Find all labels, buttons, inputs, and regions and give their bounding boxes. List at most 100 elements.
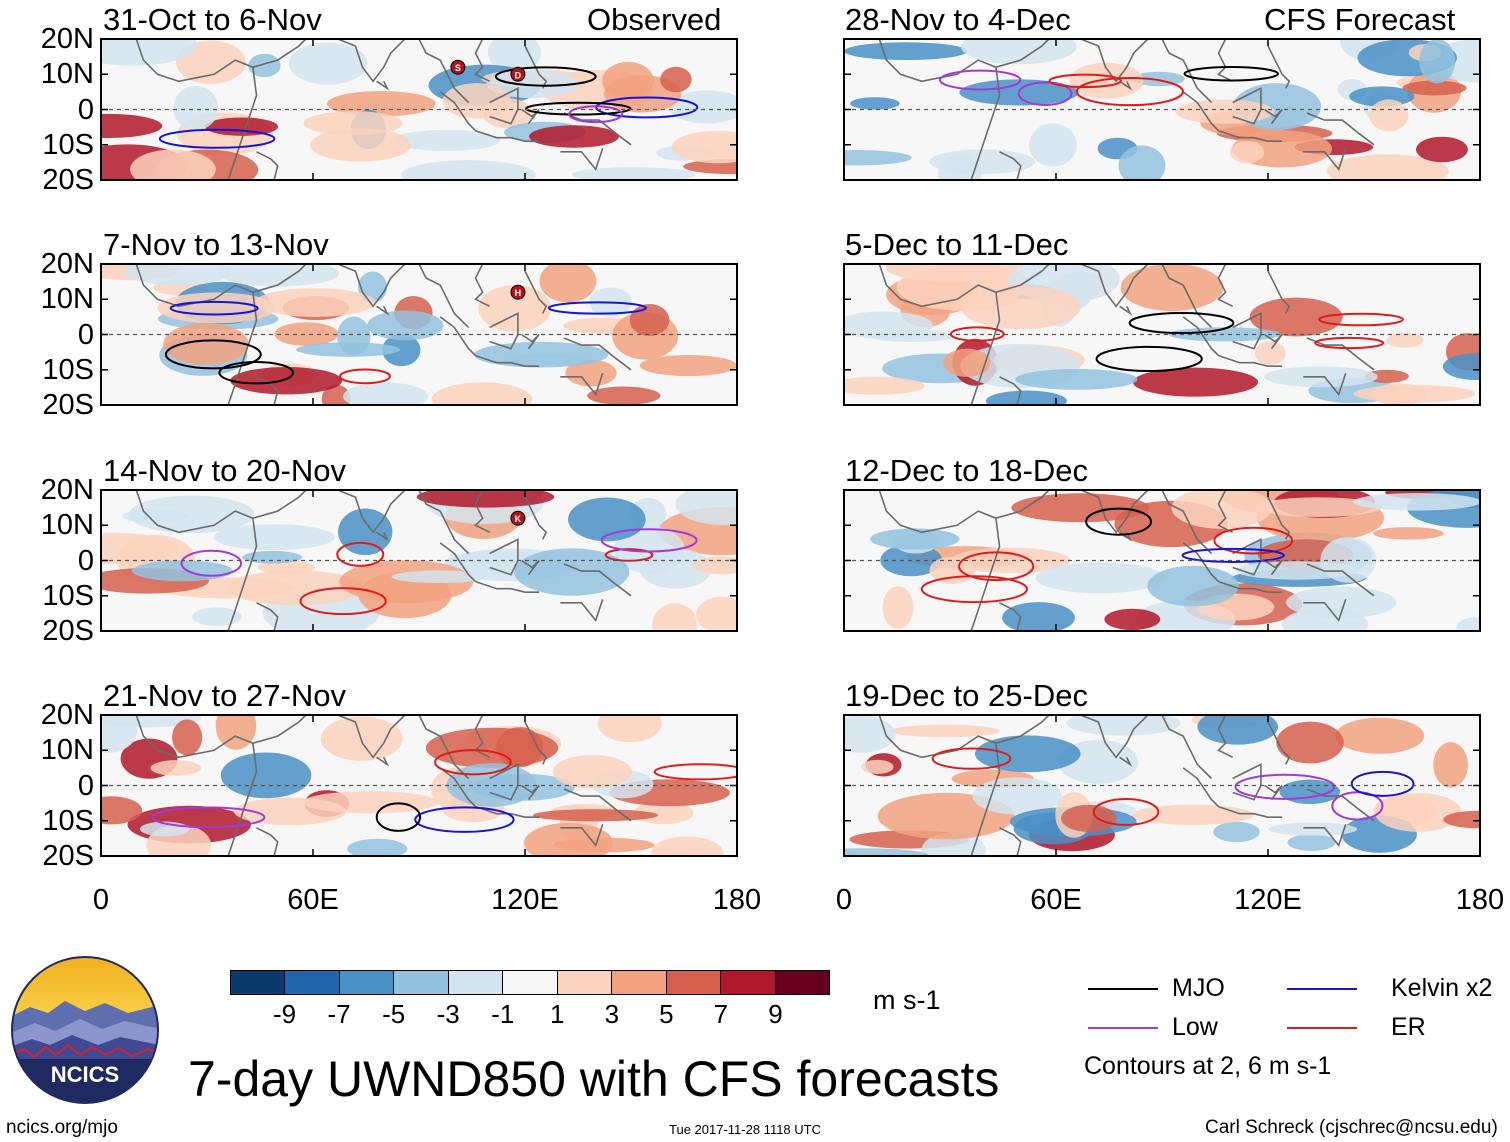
coastline: [560, 148, 604, 172]
coastline: [489, 87, 519, 125]
wave-contour: [169, 300, 259, 316]
coastline: [439, 316, 477, 357]
colorbar-label: 3: [604, 999, 620, 1029]
wind-anomaly-blob: [1372, 527, 1444, 540]
coastline: [563, 563, 632, 597]
wave-contour: [1350, 770, 1415, 797]
wind-anomaly-blob: [1442, 353, 1480, 381]
wave-contour: [1314, 336, 1385, 350]
wind-anomaly-blob: [1326, 154, 1449, 180]
wind-anomaly-blob: [1147, 565, 1239, 607]
legend-label-low: Low: [1172, 1013, 1218, 1041]
colorbar-cell: [448, 971, 504, 994]
wind-anomaly-blob: [844, 848, 929, 856]
map-panel: [843, 714, 1481, 857]
wind-anomaly-blob: [254, 288, 376, 317]
wind-anomaly-blob: [565, 359, 617, 387]
colorbar-label: 9: [768, 999, 783, 1029]
coastline: [1119, 80, 1133, 91]
coastline: [1306, 337, 1375, 371]
wave-contour: [336, 541, 385, 567]
y-tick-label: 20N: [40, 23, 94, 55]
y-tick-label: 10S: [42, 579, 94, 612]
tropical-cyclone-label: D: [515, 70, 522, 80]
y-tick-label: 10S: [42, 804, 94, 837]
wind-anomaly-blob: [587, 386, 661, 405]
map-panel: [100, 714, 738, 857]
coastline: [1267, 45, 1291, 89]
coastline: [1306, 788, 1375, 822]
wind-anomaly-blob: [401, 160, 536, 180]
colorbar-cell: [339, 971, 395, 994]
coastline: [1161, 490, 1213, 555]
tropical-cyclone-label: S: [455, 63, 461, 73]
map-panel: [843, 263, 1481, 406]
colorbar-label: -9: [272, 999, 297, 1029]
wind-anomaly-blob: [1374, 792, 1462, 832]
coastline: [135, 39, 258, 180]
coastline: [489, 763, 519, 801]
panel-title: 21-Nov to 27-Nov: [103, 678, 346, 713]
wind-anomaly-blob: [382, 333, 421, 367]
coastline: [1119, 756, 1133, 767]
wind-anomaly-blob: [296, 342, 401, 357]
wind-anomaly-blob: [1281, 608, 1369, 631]
wave-contour: [547, 301, 648, 315]
coastline: [995, 264, 1051, 293]
coastline: [135, 715, 258, 856]
wind-anomaly-blob: [431, 382, 533, 405]
y-tick-label: 0: [77, 318, 94, 351]
colorbar-cell: [285, 971, 340, 994]
coastline: [337, 490, 406, 534]
wind-anomaly-blob: [890, 724, 1000, 738]
legend-label-kelvin: Kelvin x2: [1391, 974, 1493, 1002]
coastline: [524, 45, 548, 89]
coastline: [560, 599, 604, 623]
coastline: [1182, 767, 1220, 808]
colorbar-cell: [394, 971, 449, 994]
wind-anomaly-blob: [150, 760, 201, 776]
coastline: [376, 531, 390, 542]
coastline: [489, 538, 519, 576]
coastline: [475, 129, 540, 142]
wind-anomaly-blob: [496, 727, 544, 768]
legend-swatch-low: [1088, 1027, 1158, 1029]
coastline: [1303, 373, 1347, 397]
wind-anomaly-blob: [1015, 368, 1138, 390]
coastline: [563, 112, 632, 146]
x-tick-label: 120E: [1234, 884, 1302, 916]
wind-anomaly-blob: [124, 264, 232, 286]
wind-anomaly-blob: [1069, 62, 1144, 99]
wind-anomaly-blob: [274, 322, 339, 346]
map-panel: [843, 38, 1481, 181]
wave-contour: [218, 360, 294, 385]
coastline: [521, 784, 540, 801]
wave-contour: [595, 96, 699, 119]
units-label: m s-1: [873, 985, 941, 1015]
wind-anomaly-blob: [220, 752, 312, 799]
coastline: [1232, 763, 1262, 801]
wind-anomaly-blob: [961, 285, 1081, 330]
coastline: [878, 264, 1001, 405]
ncics-logo: NCICS: [11, 956, 159, 1104]
tropical-cyclone-label: H: [515, 288, 522, 298]
coastline: [1080, 715, 1149, 759]
logo-text: NCICS: [51, 1062, 119, 1087]
wind-anomaly-blob: [529, 125, 620, 148]
y-tick-label: 0: [77, 93, 94, 126]
wind-anomaly-blob: [1402, 80, 1467, 96]
wave-contour: [164, 339, 262, 370]
wind-anomaly-blob: [1416, 136, 1468, 163]
coastline: [376, 305, 390, 316]
wind-anomaly-blob: [942, 348, 991, 377]
tropical-cyclone-marker: [510, 510, 526, 526]
coastline: [439, 542, 477, 583]
x-tick-label: 180: [1455, 884, 1505, 916]
wind-anomaly-blob: [639, 355, 737, 377]
wind-anomaly-blob: [532, 809, 659, 822]
coastline: [474, 264, 491, 308]
wave-contour: [931, 747, 1012, 770]
coastline: [521, 333, 540, 350]
coastline: [489, 312, 519, 350]
coastline: [474, 490, 491, 534]
